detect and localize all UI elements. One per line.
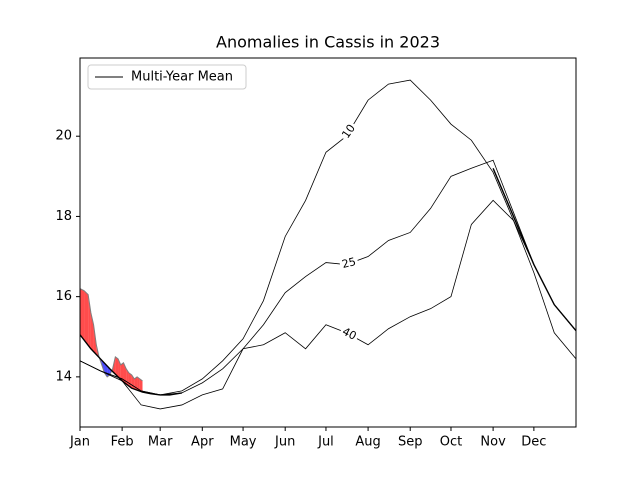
contour-label: 40 <box>340 325 358 343</box>
contour-line <box>80 199 576 410</box>
contour-line <box>80 79 576 396</box>
anomaly-fill <box>120 362 124 382</box>
contour-label-group: 10 <box>339 120 360 143</box>
contour-label-group: 40 <box>338 324 360 344</box>
observed-line <box>80 288 143 382</box>
x-tick-label: Mar <box>148 435 173 450</box>
x-tick-label: May <box>230 435 257 450</box>
anomaly-fill <box>88 294 91 349</box>
contour-line <box>80 159 576 396</box>
contour-label: 25 <box>341 255 358 271</box>
legend-box <box>87 64 247 90</box>
mean-line <box>80 168 576 396</box>
y-tick-label: 20 <box>55 129 72 144</box>
chart-title: Anomalies in Cassis in 2023 <box>216 33 440 52</box>
anomaly-fill <box>139 378 143 393</box>
axes-frame <box>79 57 577 428</box>
anomaly-fill <box>84 290 89 346</box>
x-tick-label: Feb <box>111 435 134 450</box>
x-tick-label: Jul <box>317 435 334 450</box>
contour-label: 10 <box>339 122 358 141</box>
x-tick-label: Jan <box>69 435 90 450</box>
x-tick-label: Apr <box>191 435 214 450</box>
contour-label-bg <box>338 324 360 344</box>
x-tick-label: Dec <box>521 435 546 450</box>
y-tick-label: 14 <box>55 369 72 384</box>
x-tick-label: Jun <box>274 435 295 450</box>
contour-label-group: 25 <box>338 255 360 272</box>
x-tick-label: Sep <box>398 435 423 450</box>
anomaly-fill <box>115 356 119 377</box>
legend-label: Multi-Year Mean <box>131 70 233 85</box>
y-tick-label: 18 <box>55 209 72 224</box>
anomaly-fill <box>137 376 140 392</box>
contour-label-bg <box>338 255 360 272</box>
x-tick-label: Oct <box>440 435 462 450</box>
x-tick-label: Nov <box>480 435 506 450</box>
plot-area <box>80 79 576 410</box>
contour-label-bg <box>339 120 360 143</box>
y-tick-label: 16 <box>55 289 72 304</box>
x-tick-label: Aug <box>355 435 380 450</box>
anomaly-fill <box>80 288 85 341</box>
